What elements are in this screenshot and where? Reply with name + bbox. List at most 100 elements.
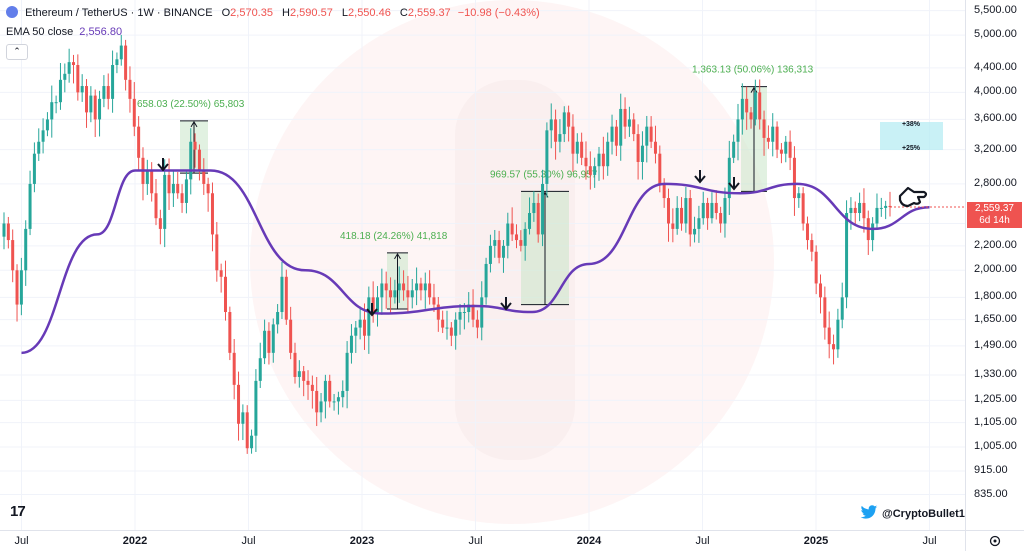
price-tick-label: 1,105.00 bbox=[974, 415, 1017, 428]
twitter-handle: @CryptoBullet1 bbox=[860, 505, 965, 520]
ethereum-logo-icon bbox=[6, 6, 18, 18]
candle-body bbox=[684, 198, 688, 224]
price-tick-label: 2,200.00 bbox=[974, 238, 1017, 251]
candle-body bbox=[297, 371, 301, 377]
time-tick-label: Jul bbox=[922, 535, 937, 547]
candle-body bbox=[111, 65, 115, 99]
candle-body bbox=[541, 183, 545, 235]
candle-body bbox=[688, 198, 692, 235]
change-value: −10.98 (−0.43%) bbox=[457, 7, 540, 19]
candle-body bbox=[89, 95, 93, 113]
candle-body bbox=[428, 283, 432, 298]
candle-body bbox=[723, 198, 727, 224]
chevron-up-icon: ⌃ bbox=[13, 46, 21, 56]
candle-body bbox=[636, 134, 640, 162]
candle-body bbox=[493, 240, 497, 246]
price-tick-label: 1,800.00 bbox=[974, 290, 1017, 303]
chart-area[interactable]: 658.03 (22.50%) 65,803 418.18 (24.26%) 41… bbox=[0, 0, 965, 530]
candle-body bbox=[545, 130, 549, 184]
candle-body bbox=[871, 223, 875, 241]
candle-body bbox=[640, 145, 644, 162]
measure-label: 418.18 (24.26%) 41,818 bbox=[340, 231, 448, 242]
candle-body bbox=[680, 207, 684, 224]
candle-body bbox=[328, 380, 332, 402]
price-axis[interactable]: 5,500.00 5,000.00 4,400.00 4,000.00 3,600.00… bbox=[965, 0, 1024, 530]
candle-body bbox=[189, 141, 193, 180]
current-price-value: 2,559.37 bbox=[975, 203, 1014, 214]
candle-body bbox=[54, 102, 58, 104]
candle-body bbox=[402, 283, 406, 291]
candle-body bbox=[67, 62, 71, 74]
candle-body bbox=[536, 202, 540, 235]
candle-body bbox=[484, 263, 488, 298]
collapse-legend-button[interactable]: ⌃ bbox=[6, 44, 28, 60]
candle-body bbox=[250, 435, 254, 449]
candle-body bbox=[224, 276, 227, 313]
candle-body bbox=[879, 207, 883, 209]
candle-body bbox=[293, 352, 297, 377]
measure-arrowhead bbox=[750, 86, 758, 93]
candle-body bbox=[514, 234, 518, 241]
candle-body bbox=[323, 380, 327, 402]
candle-body bbox=[115, 59, 119, 66]
ema-legend[interactable]: EMA 50 close 2,556.80 bbox=[6, 26, 122, 38]
candle-body bbox=[584, 157, 588, 167]
ema50-line bbox=[21, 169, 930, 355]
time-axis[interactable]: Jul 2022 Jul 2023 Jul 2024 Jul 2025 Jul bbox=[0, 530, 965, 551]
candle-body bbox=[19, 270, 23, 305]
candle-body bbox=[163, 174, 167, 229]
candle-body bbox=[389, 290, 393, 298]
candle-body bbox=[614, 126, 618, 146]
candle-body bbox=[779, 149, 783, 154]
candle-body bbox=[819, 283, 823, 298]
candle-body bbox=[675, 207, 679, 229]
candle-body bbox=[15, 270, 19, 305]
candle-body bbox=[445, 327, 449, 329]
target-zone: +38% +25% bbox=[880, 121, 943, 152]
candle-body bbox=[206, 183, 210, 194]
candle-body bbox=[197, 149, 201, 171]
candle-body bbox=[471, 304, 475, 320]
candle-body bbox=[805, 223, 809, 241]
candle-body bbox=[732, 141, 736, 158]
candle-body bbox=[341, 390, 345, 398]
candle-body bbox=[98, 98, 102, 120]
candle-body bbox=[519, 240, 523, 246]
time-tick-label: Jul bbox=[695, 535, 710, 547]
price-tick-label: 1,005.00 bbox=[974, 439, 1017, 452]
chart-svg[interactable]: 658.03 (22.50%) 65,803 418.18 (24.26%) 41… bbox=[0, 0, 965, 530]
pointing-hand-icon bbox=[898, 186, 928, 208]
time-tick-label: Jul bbox=[14, 535, 29, 547]
candle-body bbox=[627, 119, 631, 127]
candle-body bbox=[280, 276, 284, 313]
candle-body bbox=[76, 65, 80, 93]
candle-body bbox=[558, 134, 562, 142]
down-arrow-icon bbox=[694, 175, 706, 184]
candle-body bbox=[154, 193, 158, 219]
candle-body bbox=[332, 401, 336, 403]
candle-body bbox=[410, 290, 414, 298]
low-value: 2,550.46 bbox=[348, 7, 391, 19]
handle-text: @CryptoBullet1 bbox=[882, 508, 965, 520]
candle-body bbox=[706, 202, 710, 219]
candle-body bbox=[554, 119, 558, 142]
candle-body bbox=[501, 245, 505, 258]
measure-label: 1,363.13 (50.06%) 136,313 bbox=[692, 65, 814, 76]
candle-body bbox=[119, 45, 123, 60]
candle-body bbox=[336, 397, 340, 402]
chart-settings-button[interactable] bbox=[965, 530, 1024, 551]
symbol-legend[interactable]: Ethereum / TetherUS · 1W · BINANCE O2,57… bbox=[6, 6, 540, 19]
candle-body bbox=[32, 153, 36, 184]
candle-body bbox=[267, 330, 271, 353]
twitter-bird-icon bbox=[860, 505, 878, 519]
candle-body bbox=[449, 327, 453, 336]
down-arrow-icon bbox=[366, 308, 378, 317]
candle-body bbox=[784, 141, 788, 154]
candle-body bbox=[436, 304, 440, 320]
time-tick-label: 2025 bbox=[803, 535, 829, 547]
down-arrow-icon bbox=[500, 302, 512, 311]
time-tick-label: Jul bbox=[241, 535, 256, 547]
candle-body bbox=[167, 174, 171, 194]
candle-body bbox=[367, 297, 371, 336]
candle-body bbox=[380, 283, 384, 298]
